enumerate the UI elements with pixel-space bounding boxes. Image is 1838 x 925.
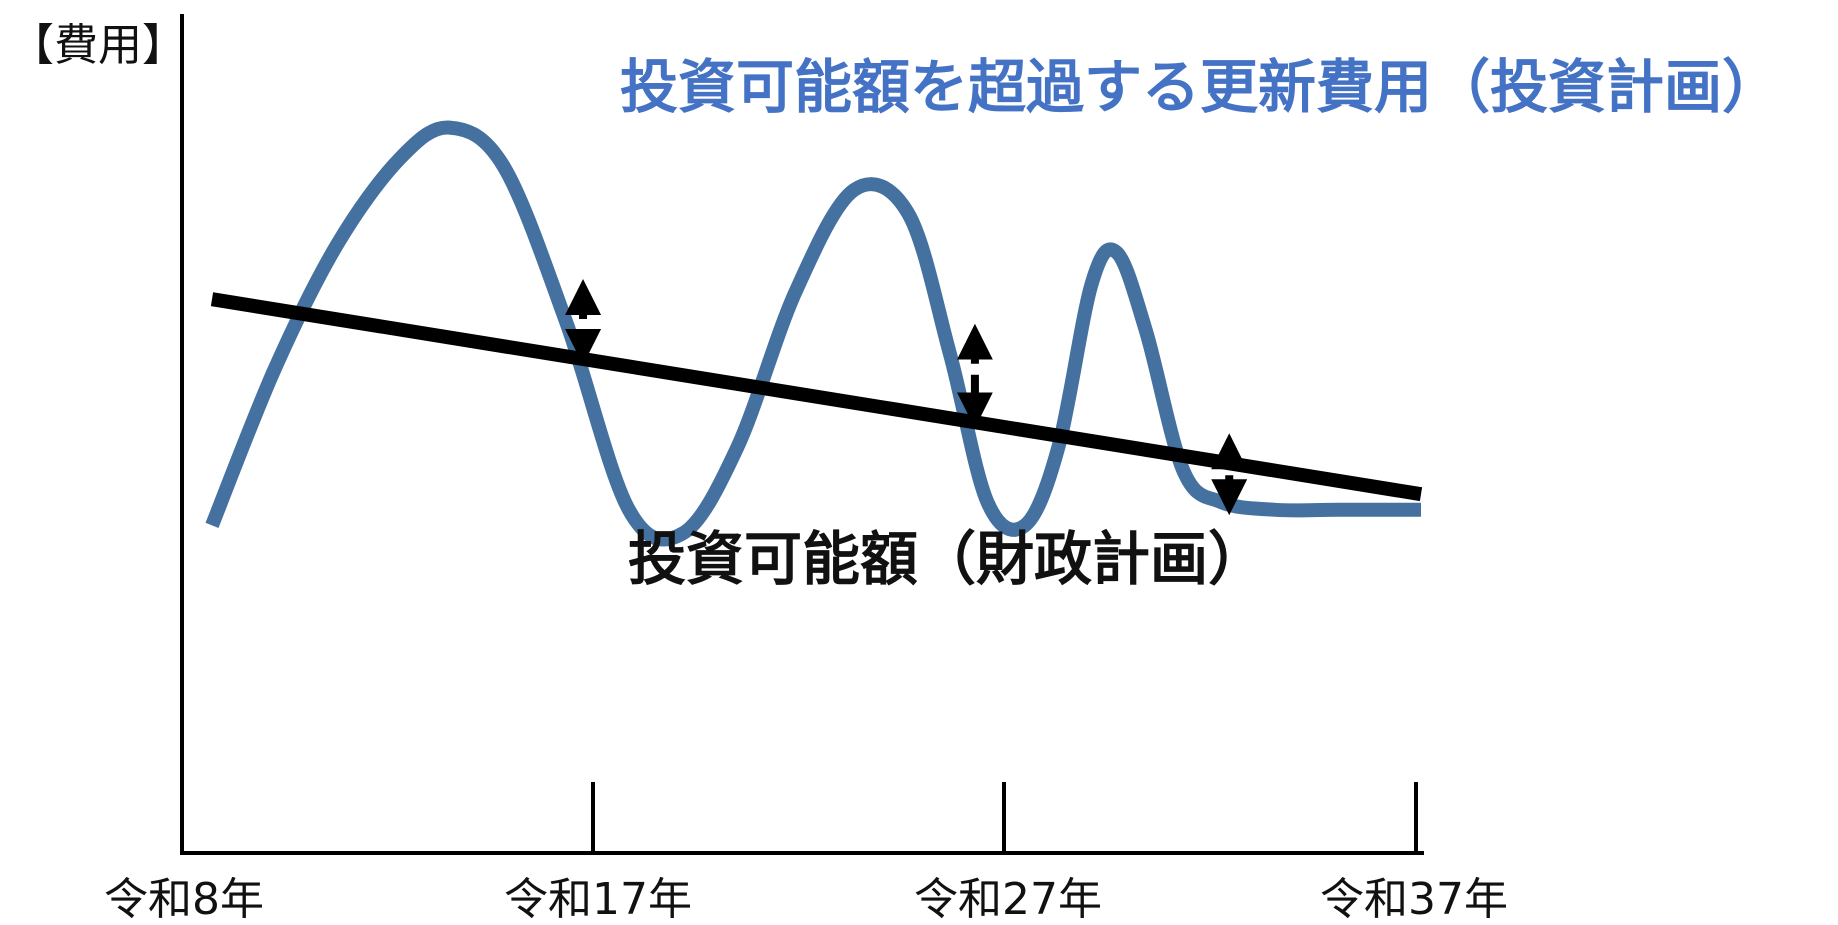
series-line-investment-plan xyxy=(205,120,1421,547)
series-label-investment-plan: 投資可能額を超過する更新費用（投資計画） xyxy=(620,53,1781,121)
y-axis-label: 【費用】 xyxy=(10,20,186,71)
x-tick-label: 令和37年 xyxy=(1320,874,1508,925)
series-label-financial-plan: 投資可能額（財政計画） xyxy=(628,525,1267,593)
x-tick-label: 令和17年 xyxy=(504,874,692,925)
arrow-layer xyxy=(565,279,1248,516)
series-layer xyxy=(205,120,1423,547)
series-line-financial-plan xyxy=(210,292,1423,502)
x-tick-label: 令和27年 xyxy=(914,874,1102,925)
x-tick-label: 令和8年 xyxy=(104,874,264,925)
